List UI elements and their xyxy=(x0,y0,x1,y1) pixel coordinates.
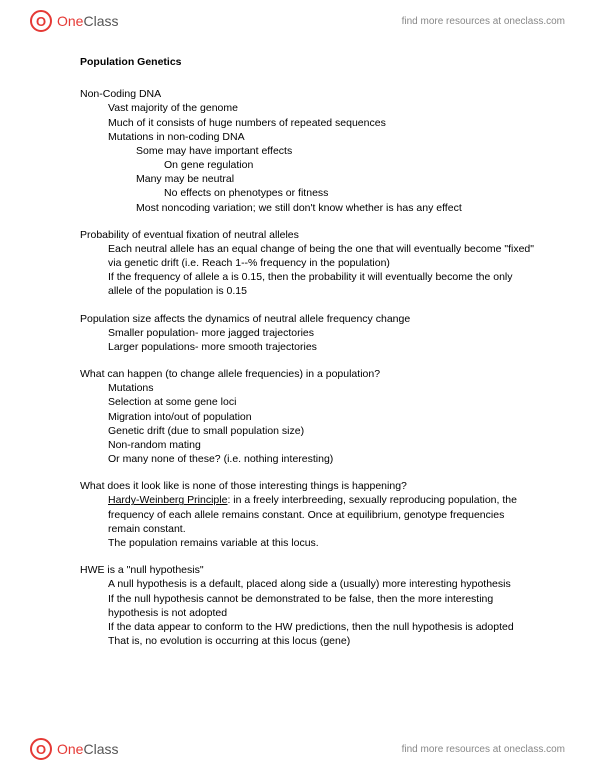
logo-circle-icon: O xyxy=(30,738,52,760)
line: Larger populations- more smooth trajecto… xyxy=(108,340,535,354)
section-fixation: Probability of eventual fixation of neut… xyxy=(80,228,535,299)
footer-tagline[interactable]: find more resources at oneclass.com xyxy=(402,744,565,755)
line: Hardy-Weinberg Principle: in a freely in… xyxy=(108,493,535,536)
section-whatcanhappen: What can happen (to change allele freque… xyxy=(80,367,535,466)
logo-text-class: Class xyxy=(83,13,118,29)
line: Or many none of these? (i.e. nothing int… xyxy=(108,452,535,466)
header-bar: O OneClass find more resources at onecla… xyxy=(0,0,595,42)
line: The population remains variable at this … xyxy=(108,536,535,550)
line: Migration into/out of population xyxy=(108,410,535,424)
line: If the data appear to conform to the HW … xyxy=(108,620,535,634)
section-hwp: What does it look like is none of those … xyxy=(80,479,535,550)
section-popsize: Population size affects the dynamics of … xyxy=(80,312,535,355)
line: Non-random mating xyxy=(108,438,535,452)
line: Vast majority of the genome xyxy=(108,101,535,115)
line: Some may have important effects xyxy=(136,144,535,158)
logo-text: OneClass xyxy=(57,13,118,29)
line: That is, no evolution is occurring at th… xyxy=(108,634,535,648)
line: Each neutral allele has an equal change … xyxy=(108,242,535,270)
logo[interactable]: O OneClass xyxy=(30,10,118,32)
section-null: HWE is a "null hypothesis" A null hypoth… xyxy=(80,563,535,648)
line: Selection at some gene loci xyxy=(108,395,535,409)
heading: Non-Coding DNA xyxy=(80,87,535,101)
logo-text-one: One xyxy=(57,13,83,29)
heading: What does it look like is none of those … xyxy=(80,479,535,493)
logo-text-one: One xyxy=(57,741,83,757)
logo-text-class: Class xyxy=(83,741,118,757)
section-noncoding: Non-Coding DNA Vast majority of the geno… xyxy=(80,87,535,215)
heading: Population size affects the dynamics of … xyxy=(80,312,535,326)
logo[interactable]: O OneClass xyxy=(30,738,118,760)
heading: What can happen (to change allele freque… xyxy=(80,367,535,381)
line: Much of it consists of huge numbers of r… xyxy=(108,116,535,130)
line: If the null hypothesis cannot be demonst… xyxy=(108,592,535,620)
logo-circle-icon: O xyxy=(30,10,52,32)
line: Smaller population- more jagged trajecto… xyxy=(108,326,535,340)
line: If the frequency of allele a is 0.15, th… xyxy=(108,270,535,298)
line: Genetic drift (due to small population s… xyxy=(108,424,535,438)
term-underline: Hardy-Weinberg Principle xyxy=(108,494,227,506)
heading: HWE is a "null hypothesis" xyxy=(80,563,535,577)
line: Mutations xyxy=(108,381,535,395)
line: Mutations in non-coding DNA xyxy=(108,130,535,144)
line: On gene regulation xyxy=(164,158,535,172)
footer-bar: O OneClass find more resources at onecla… xyxy=(0,728,595,770)
logo-text: OneClass xyxy=(57,741,118,757)
line: Many may be neutral xyxy=(136,172,535,186)
line: Most noncoding variation; we still don't… xyxy=(136,201,535,215)
page-title: Population Genetics xyxy=(80,55,535,69)
header-tagline[interactable]: find more resources at oneclass.com xyxy=(402,16,565,27)
document-body: Population Genetics Non-Coding DNA Vast … xyxy=(80,55,535,661)
line: No effects on phenotypes or fitness xyxy=(164,186,535,200)
line: A null hypothesis is a default, placed a… xyxy=(108,577,535,591)
heading: Probability of eventual fixation of neut… xyxy=(80,228,535,242)
